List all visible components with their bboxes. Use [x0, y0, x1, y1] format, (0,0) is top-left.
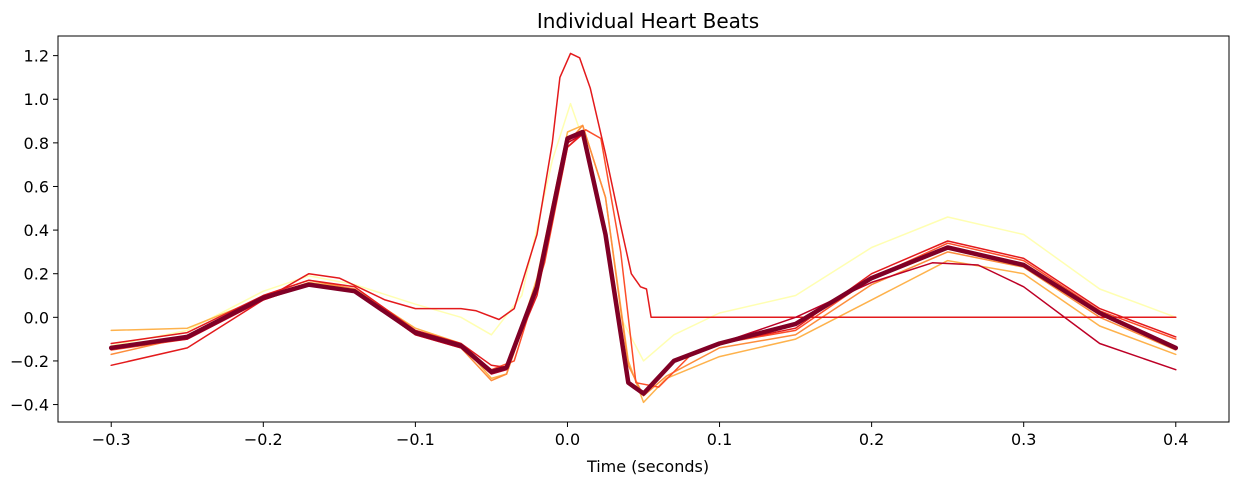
y-axis: −0.4 −0.2 0.0 0.2 0.4 0.6 0.8 1.0 1.2	[10, 47, 58, 415]
chart-title: Individual Heart Beats	[537, 9, 759, 33]
y-tick-label: 0.8	[24, 134, 49, 153]
heartbeat-line-1	[110, 102, 1177, 362]
heartbeat-line-8	[108, 129, 1179, 396]
y-tick-label: 1.0	[24, 90, 49, 109]
plot-frame	[57, 35, 1230, 423]
heartbeat-line-6	[110, 52, 1177, 367]
y-tick-label: −0.4	[10, 396, 49, 415]
x-tick-label: 0.4	[1163, 430, 1188, 449]
x-axis: −0.3 −0.2 −0.1 0.0 0.1 0.2 0.3 0.4	[92, 422, 1188, 449]
x-tick-label: −0.2	[244, 430, 283, 449]
x-tick-label: 0.3	[1011, 430, 1036, 449]
x-tick-label: −0.1	[396, 430, 435, 449]
x-tick-label: 0.2	[859, 430, 884, 449]
y-tick-label: 0.4	[24, 221, 49, 240]
y-tick-label: 0.6	[24, 177, 49, 196]
x-tick-label: 0.1	[707, 430, 732, 449]
heartbeat-line-3	[110, 124, 1177, 397]
y-tick-label: 0.2	[24, 265, 49, 284]
x-axis-label: Time (seconds)	[586, 457, 709, 476]
heartbeat-line-4	[110, 129, 1177, 388]
plot-lines	[108, 52, 1179, 404]
y-tick-label: 1.2	[24, 47, 49, 66]
x-tick-label: 0.0	[555, 430, 580, 449]
y-tick-label: −0.2	[10, 352, 49, 371]
y-tick-label: 0.0	[24, 308, 49, 327]
x-tick-label: −0.3	[92, 430, 131, 449]
